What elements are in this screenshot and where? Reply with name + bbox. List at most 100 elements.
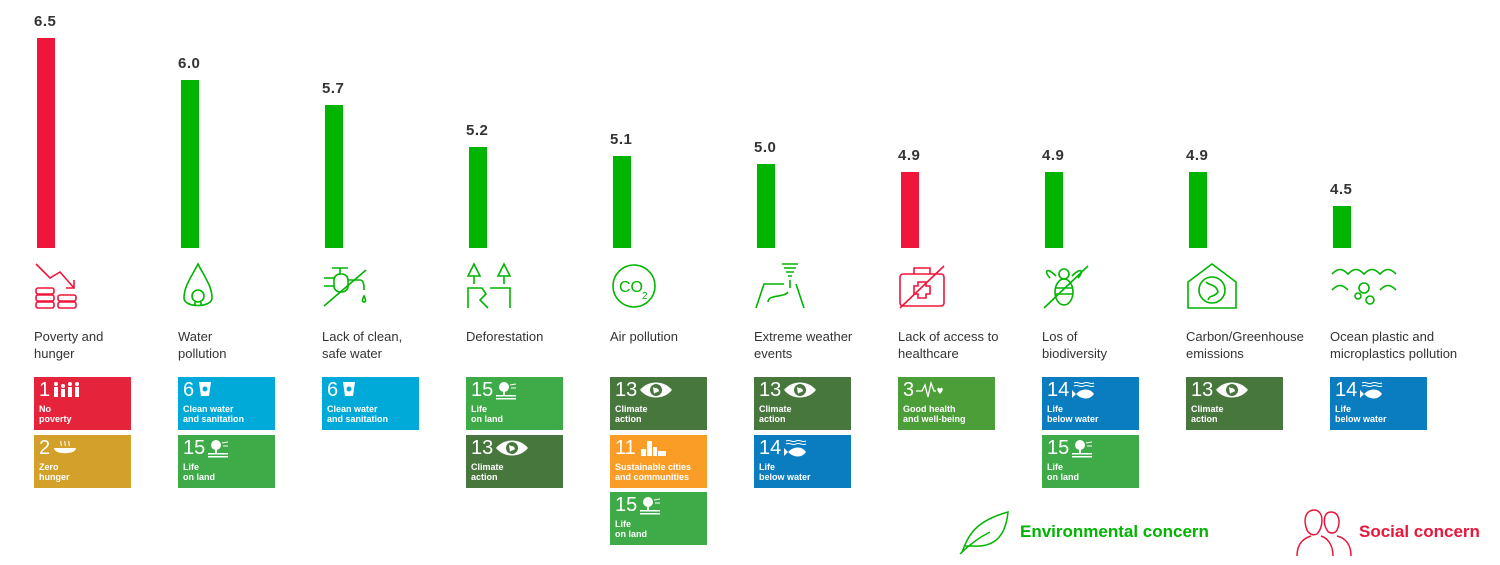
sdg-number: 6 [183,379,195,401]
earth-eye-icon [784,381,816,399]
sdg-14-tile: 14 Life below water [1330,377,1427,430]
sdg-number: 13 [471,437,494,459]
category-label: Deforestation [466,329,544,344]
tree-icon [1072,439,1102,458]
sdg-title: Life below water [1335,404,1387,424]
sdg-title: Life on land [183,462,215,482]
sdg-number: 14 [1335,379,1358,401]
data-label: 4.9 [1042,147,1065,165]
legend-label: Social concern [1359,522,1480,541]
column-10: 4.5 Ocean plastic and microplastics pollut… [1330,0,1470,565]
sdg-15-tile: 15 Life on land [1042,435,1139,488]
column-8: 4.9 Los of biodiversity 14 Life below water 15… [1042,0,1182,565]
bar [1189,172,1207,248]
deforestation-icon [466,262,526,318]
sdg-number: 15 [1047,437,1070,459]
category-label: Los of biodiversity [1042,329,1108,361]
bar [613,155,631,248]
category-label: Water pollution [178,329,227,361]
sdg-number: 15 [615,494,638,516]
column-7: 4.9 Lack of access to healthcare 3 Good heal… [898,0,1038,565]
data-label: 5.7 [322,80,345,98]
category-label: Lack of access to healthcare [898,329,999,361]
sdg-15-tile: 15 Life on land [178,435,275,488]
greenhouse-earth-icon [1186,262,1246,318]
category-label: Ocean plastic and microplastics pollution [1330,329,1458,361]
sdg-number: 6 [327,379,339,401]
sdg-title: Good health and well-being [903,404,966,424]
tornado-icon [754,262,814,318]
sdg-title: Climate action [759,404,792,424]
sdg-title: Clean water and sanitation [327,404,389,424]
bar [181,80,199,248]
column-3: 5.7 Lack of clean, safe water 6 Clean water a… [322,0,462,565]
sdg-13-tile: 13 Climate action [754,377,851,430]
column-5: 5.1 CO 2 Air pollution 13 Climate action 11 Sust… [610,0,750,565]
earth-eye-icon [640,381,672,399]
legend-environmental: Environmental concern [958,508,1209,556]
water-glass-icon [340,381,370,399]
sdg-6-tile: 6 Clean water and sanitation [322,377,419,430]
category-label: Lack of clean, safe water [322,329,403,361]
category-label: Poverty and hunger [34,329,104,361]
tree-icon [640,496,670,515]
sdg-title: Life on land [471,404,503,424]
sdg-13-tile: 13 Climate action [466,435,563,488]
sdg-11-tile: 11 Sustainable cities and communities [610,435,707,488]
svg-text:2: 2 [642,291,648,302]
sdg-15-tile: 15 Life on land [610,492,707,545]
column-1: 6.5 Poverty and hunger 1 No poverty 2 Zero hunge… [34,0,174,565]
data-label: 4.5 [1330,181,1353,198]
no-bee-icon [1042,262,1102,318]
bar [1045,172,1063,248]
data-label: 5.2 [466,122,489,140]
category-label: Air pollution [610,329,678,344]
sdg-title: Clean water and sanitation [183,404,245,424]
sdg-number: 13 [1191,379,1214,401]
bar [901,172,919,248]
data-label: 6.0 [178,55,201,72]
sdg-number: 15 [471,379,494,401]
sdg-14-tile: 14 Life below water [1042,377,1139,430]
sdg-title: Life below water [759,462,811,482]
bar [325,105,343,248]
sdg-number: 3 [903,379,915,401]
sdg-number: 15 [183,437,206,459]
family-icon [52,381,82,399]
water-glass-icon [196,381,226,399]
sdg-title: No poverty [39,404,72,424]
sdg-number: 14 [759,437,782,459]
sdg-2-tile: 2 Zero hunger [34,435,131,488]
sdg-number: 1 [39,379,51,401]
column-9: 4.9 Carbon/Greenhouse emissions 13 Climate ac… [1186,0,1326,565]
leaf-icon [959,510,1009,555]
sdg-14-tile: 14 Life below water [754,435,851,488]
sdg-3-tile: 3 Good health and well-being [898,377,995,430]
bar [1333,206,1351,248]
sdg-number: 13 [615,379,638,401]
sdg-title: Climate action [1191,404,1224,424]
bar [37,38,55,248]
column-2: 6.0 Water pollution 6 Clean water and sanitat… [178,0,318,565]
sdg-number: 14 [1047,379,1070,401]
sdg-title: Life below water [1047,404,1099,424]
bar [469,147,487,248]
sdg-title: Climate action [615,404,648,424]
declining-coins-icon [34,262,94,318]
data-label: 5.0 [754,139,777,156]
sdg-title: Sustainable cities and communities [615,462,692,482]
column-6: 5.0 Extreme weather events 13 Climate action 1… [754,0,894,565]
sdg-title: Life on land [615,519,647,539]
category-label: Extreme weather events [754,329,853,361]
legend-social: Social concern [1295,506,1480,558]
data-label: 4.9 [898,147,921,165]
column-4: 5.2 Deforestation 15 Life on land 13 Climate ac… [466,0,606,565]
earth-eye-icon [1216,381,1248,399]
sdg-13-tile: 13 Climate action [1186,377,1283,430]
data-label: 4.9 [1186,147,1209,165]
sdg-1-tile: 1 No poverty [34,377,131,430]
co2-icon: CO 2 [610,262,670,318]
no-tap-water-icon [322,262,382,318]
food-bowl-icon [52,439,82,457]
sdg-13-tile: 13 Climate action [610,377,707,430]
